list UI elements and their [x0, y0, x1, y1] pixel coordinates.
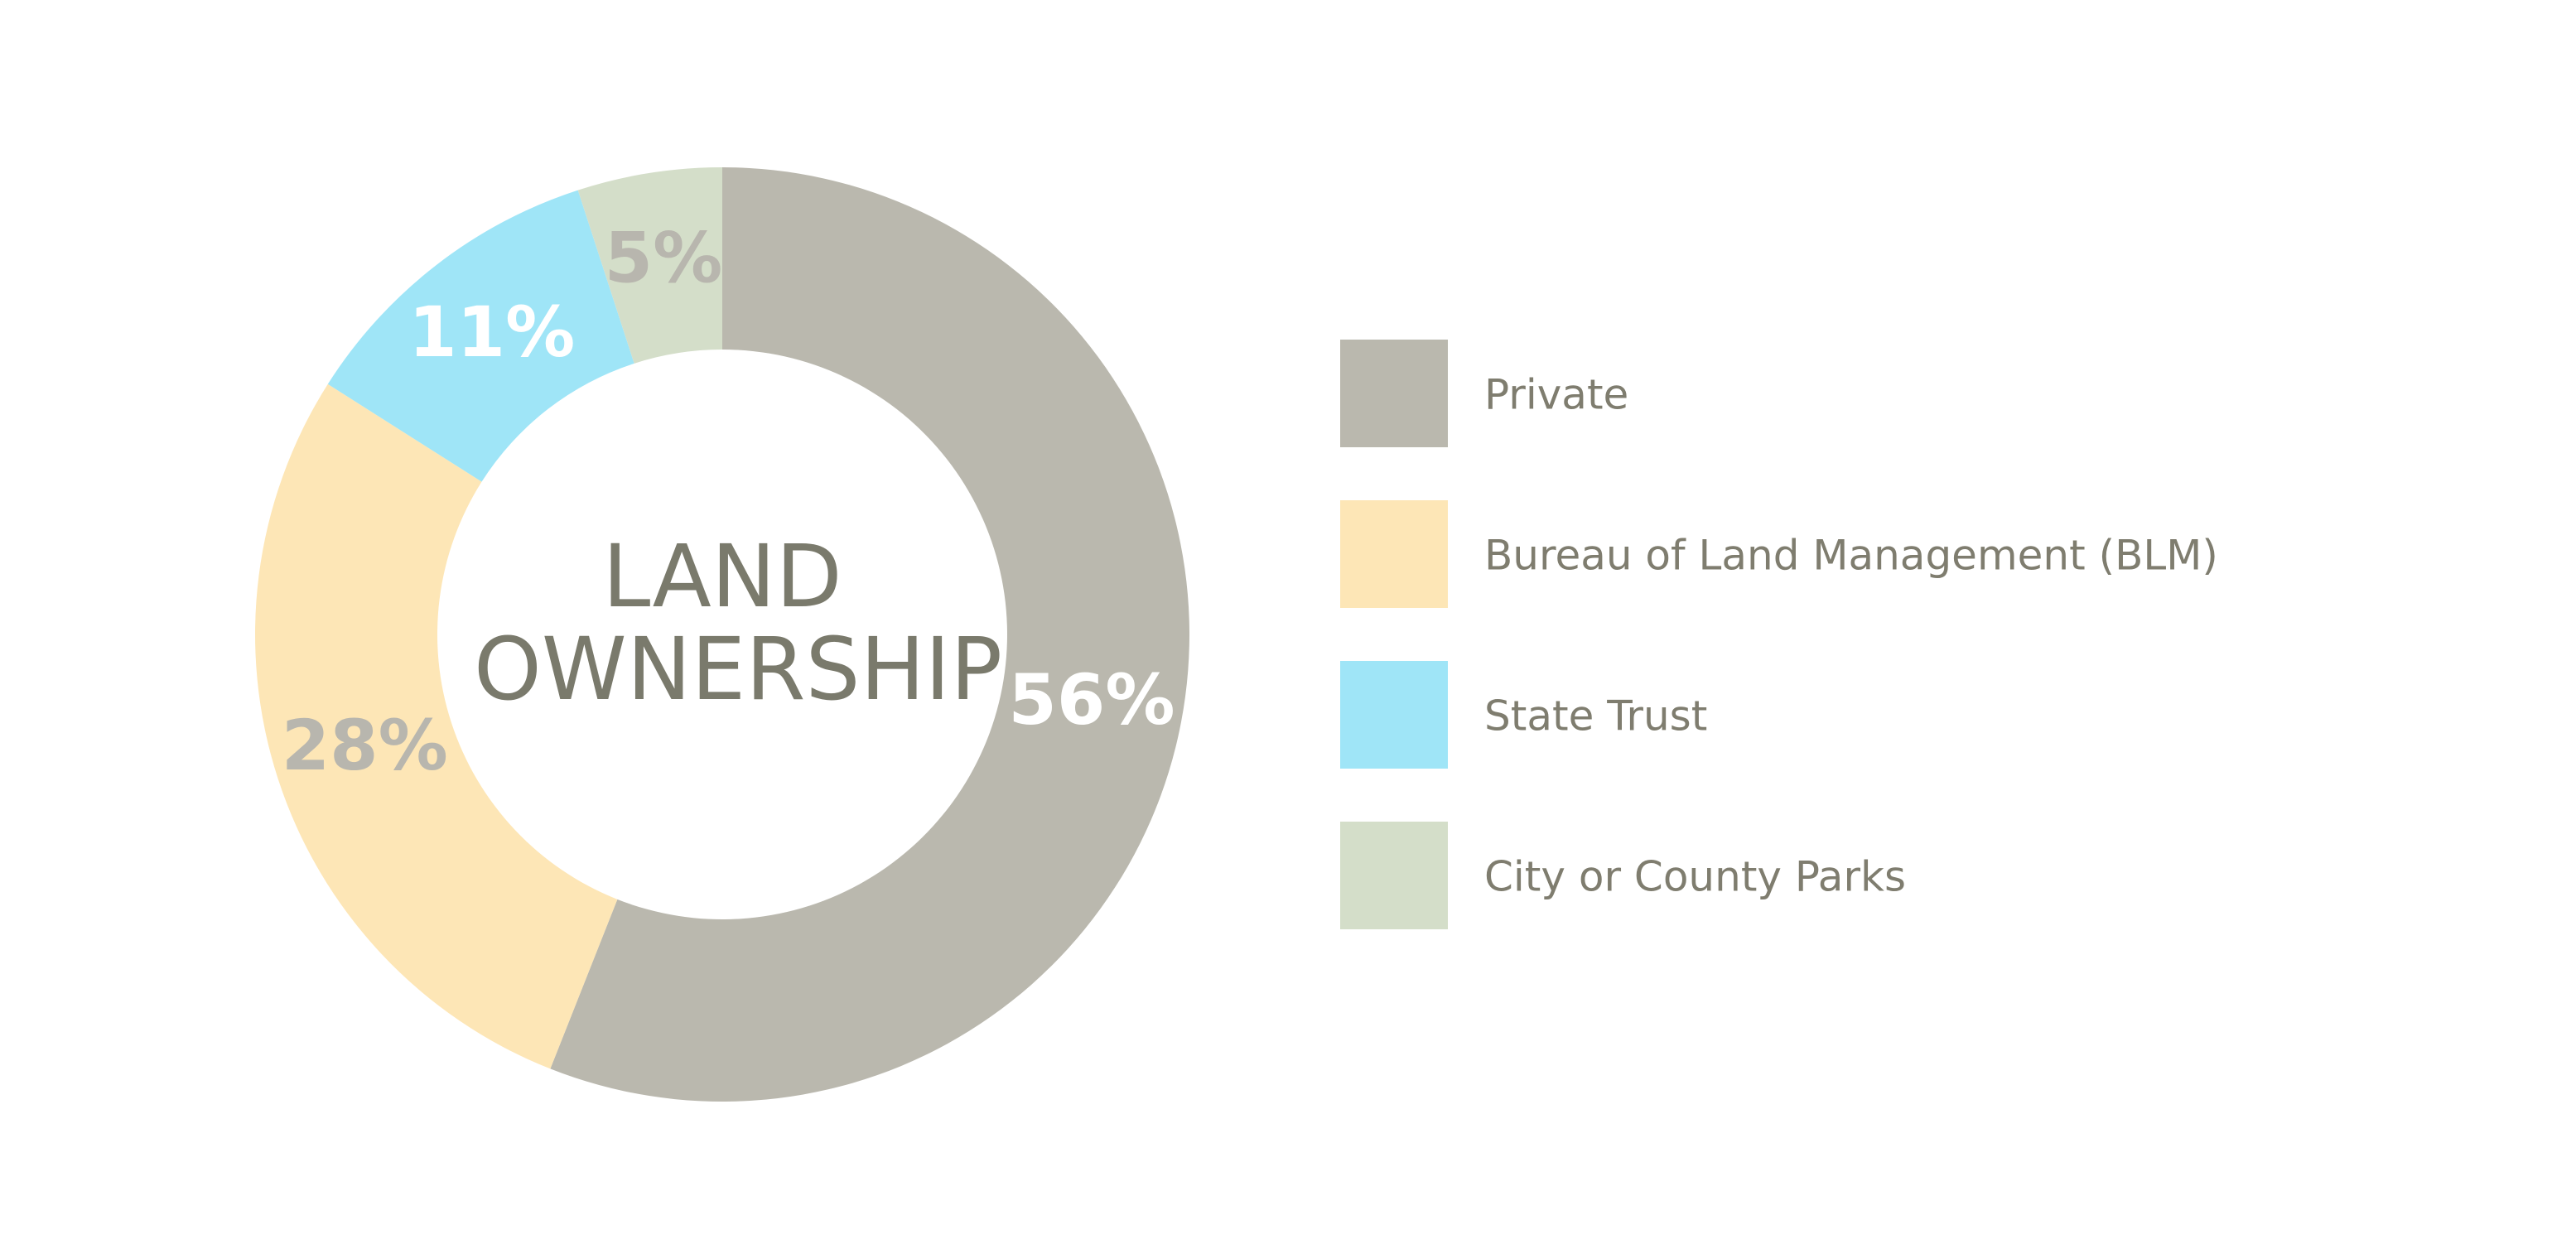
legend-swatch — [1340, 500, 1448, 608]
value-label: 5% — [605, 218, 723, 299]
legend-label: Bureau of Land Management (BLM) — [1484, 532, 2218, 580]
legend-label: State Trust — [1484, 692, 1707, 740]
donut-segment — [254, 383, 618, 1069]
legend-swatch — [1340, 340, 1448, 447]
legend-label: City or County Parks — [1484, 853, 1906, 901]
donut-segment — [550, 167, 1189, 1102]
legend-swatch — [1340, 661, 1448, 769]
value-label: 56% — [1008, 659, 1175, 740]
chart-title: LAND OWNERSHIP — [474, 526, 1003, 720]
donut-segment — [327, 190, 634, 482]
value-label: 28% — [282, 705, 448, 786]
legend-label: Private — [1484, 371, 1628, 419]
value-label: 11% — [408, 292, 575, 373]
donut-segment — [577, 167, 722, 364]
legend-swatch — [1340, 822, 1448, 929]
